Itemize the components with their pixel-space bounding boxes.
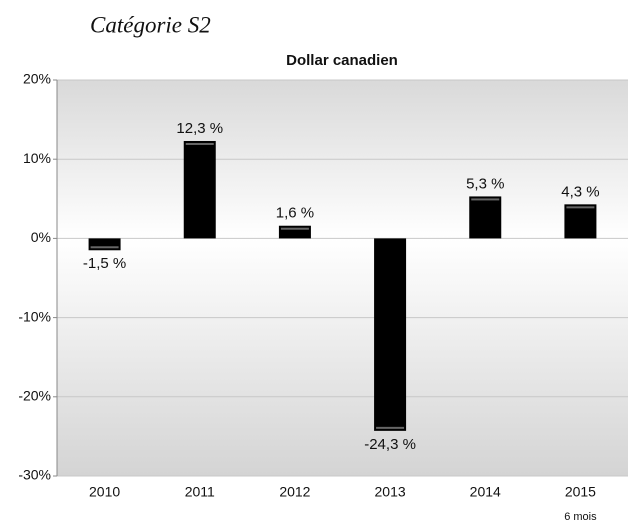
bar-highlight	[280, 227, 309, 230]
y-tick-label: 0%	[31, 229, 51, 245]
y-tick-label: -10%	[18, 308, 51, 324]
bar	[183, 140, 216, 239]
bar-highlight	[471, 198, 500, 201]
bar	[278, 225, 311, 239]
value-label: 12,3 %	[176, 120, 223, 137]
chart-title: Dollar canadien	[286, 52, 398, 69]
bar	[374, 238, 407, 431]
bar-highlight	[376, 426, 405, 429]
bar	[469, 196, 502, 239]
value-label: -1,5 %	[83, 255, 126, 272]
bar-highlight	[185, 142, 214, 145]
x-tick-label: 2015	[565, 484, 596, 500]
bar	[88, 238, 121, 251]
y-tick-label: 10%	[23, 150, 51, 166]
x-tick-label: 2010	[89, 484, 120, 500]
heading: Catégorie S2	[90, 12, 211, 37]
x-tick-label: 2012	[279, 484, 310, 500]
bar	[564, 204, 597, 239]
x-tick-label: 2014	[470, 484, 501, 500]
x-tick-label: 2011	[185, 484, 215, 500]
plot-area	[57, 80, 628, 476]
value-label: 1,6 %	[276, 205, 314, 222]
value-label: 4,3 %	[561, 183, 599, 200]
x-tick-note: 6 mois	[564, 511, 597, 523]
y-tick-label: 20%	[23, 71, 51, 87]
bar-highlight	[566, 206, 595, 209]
x-tick-label: 2013	[375, 484, 406, 500]
y-tick-label: -20%	[18, 388, 51, 404]
value-label: 5,3 %	[466, 175, 504, 192]
value-label: -24,3 %	[364, 436, 416, 453]
bar-highlight	[90, 246, 119, 249]
y-tick-label: -30%	[18, 467, 51, 483]
